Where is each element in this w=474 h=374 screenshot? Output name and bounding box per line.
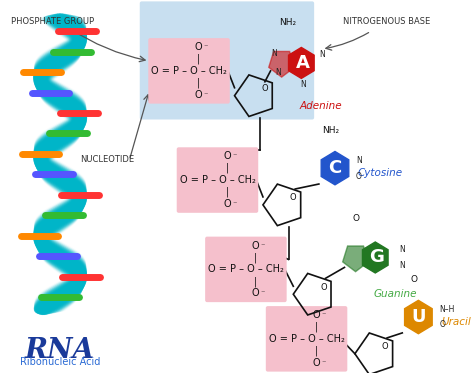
Text: A: A	[296, 54, 310, 72]
FancyBboxPatch shape	[148, 38, 230, 104]
Polygon shape	[363, 242, 388, 273]
Text: O = P – O – CH₂: O = P – O – CH₂	[151, 66, 227, 76]
Text: O: O	[223, 199, 231, 209]
Text: O = P – O – CH₂: O = P – O – CH₂	[269, 334, 345, 344]
Text: Ribonucleic Acid: Ribonucleic Acid	[20, 357, 100, 367]
Text: O: O	[195, 42, 202, 52]
Text: ⁻: ⁻	[261, 289, 265, 298]
Text: |: |	[197, 54, 200, 64]
Text: O: O	[252, 240, 259, 251]
Text: G: G	[369, 248, 384, 266]
FancyBboxPatch shape	[266, 306, 347, 372]
Text: C: C	[328, 159, 342, 177]
Text: ⁻: ⁻	[232, 199, 237, 208]
Text: N: N	[319, 50, 325, 59]
Text: ⁻: ⁻	[321, 358, 326, 367]
Text: |: |	[254, 276, 257, 286]
Text: O = P – O – CH₂: O = P – O – CH₂	[180, 175, 255, 185]
Text: O: O	[439, 321, 445, 329]
Text: Cytosine: Cytosine	[358, 168, 403, 178]
Text: O: O	[312, 358, 320, 368]
Text: O: O	[382, 342, 388, 351]
Text: |: |	[314, 322, 318, 332]
Text: Guanine: Guanine	[374, 289, 417, 299]
Text: ⁻: ⁻	[232, 152, 237, 161]
Text: NH₂: NH₂	[322, 126, 339, 135]
Text: ⁻: ⁻	[261, 241, 265, 250]
Text: O: O	[352, 214, 359, 223]
Text: O: O	[223, 151, 231, 161]
Text: O = P – O – CH₂: O = P – O – CH₂	[208, 264, 284, 275]
Text: NUCLEOTIDE: NUCLEOTIDE	[81, 155, 135, 164]
Text: Adenine: Adenine	[300, 101, 343, 111]
Text: O: O	[410, 275, 417, 284]
Text: |: |	[314, 346, 318, 356]
Text: NH₂: NH₂	[279, 18, 296, 27]
Text: NITROGENOUS BASE: NITROGENOUS BASE	[343, 17, 430, 26]
Text: N: N	[356, 156, 362, 165]
Polygon shape	[321, 151, 349, 185]
Text: O: O	[261, 84, 268, 93]
Text: ⁻: ⁻	[204, 90, 208, 99]
Text: ⁻: ⁻	[204, 43, 208, 52]
Polygon shape	[405, 300, 432, 334]
Text: Uracil: Uracil	[441, 317, 471, 327]
Text: N: N	[300, 80, 306, 89]
Polygon shape	[343, 246, 368, 272]
Text: |: |	[197, 77, 200, 88]
Polygon shape	[269, 52, 294, 77]
Text: O: O	[252, 288, 259, 298]
Text: O: O	[312, 310, 320, 320]
Text: O: O	[195, 90, 202, 100]
Text: |: |	[225, 187, 228, 197]
FancyBboxPatch shape	[205, 237, 287, 302]
FancyBboxPatch shape	[177, 147, 258, 213]
Text: N: N	[272, 49, 277, 58]
Text: N: N	[400, 245, 405, 254]
Text: ⁻: ⁻	[321, 310, 326, 319]
Text: N: N	[275, 68, 281, 77]
Text: |: |	[254, 252, 257, 263]
Text: U: U	[411, 308, 426, 326]
FancyBboxPatch shape	[140, 1, 314, 120]
Text: N–H: N–H	[439, 304, 455, 313]
Polygon shape	[289, 47, 314, 79]
Text: O: O	[356, 172, 362, 181]
Text: O: O	[320, 283, 327, 292]
Text: O: O	[290, 193, 296, 202]
Text: N: N	[400, 261, 405, 270]
Text: |: |	[225, 163, 228, 174]
Text: PHOSPHATE GROUP: PHOSPHATE GROUP	[11, 17, 94, 26]
Text: RNA: RNA	[25, 337, 95, 364]
